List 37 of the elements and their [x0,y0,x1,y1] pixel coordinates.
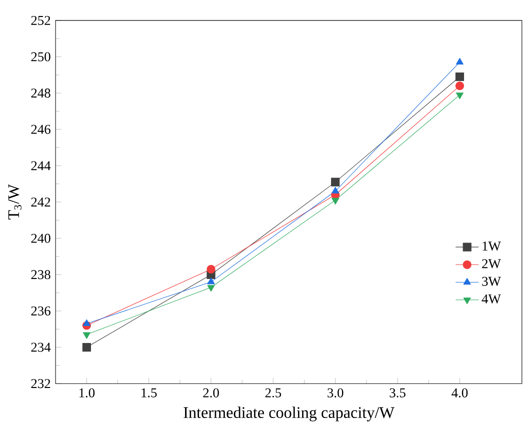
point [207,278,215,284]
x-tick-label: 1.5 [142,388,157,398]
y-tick-label: 236 [31,306,50,316]
x-tick-label: 1.0 [79,388,95,398]
point [206,265,216,274]
point [332,187,340,194]
y-tick-label: 238 [31,270,50,280]
point [332,198,340,205]
y-tick-label: 252 [31,16,50,26]
legend-label: 4W [482,294,501,304]
y-tick-label: 248 [31,88,50,98]
x-tick-label: 3.0 [328,388,344,398]
point [456,58,464,65]
y-tick-label: 242 [31,198,50,207]
point [82,343,91,352]
point [331,178,340,187]
legend-label: 3W [482,277,501,286]
x-tick-label: 3.5 [390,388,406,398]
x-tick-label: 2.5 [265,388,282,398]
point [455,82,464,90]
x-tick-label: 2.0 [203,388,219,398]
legend-label: 2W [482,259,501,268]
y-tick-label: 240 [31,234,50,244]
point [82,332,90,340]
legend-label: 1W [482,242,501,251]
y-tick-label: 246 [31,125,50,134]
y-tick-label: 250 [31,52,50,62]
point [207,285,215,292]
y-tick-label: 234 [31,342,51,352]
point [456,92,464,100]
point [82,320,90,326]
point [455,72,464,82]
y-tick-label: 244 [31,161,51,170]
y-tick-label: 232 [31,379,50,388]
y-axis-title: T$_{3}$/W [8,184,22,220]
x-tick-label: 4.0 [452,388,468,398]
x-axis-title: Intermediate cooling capacity/W [184,406,394,422]
